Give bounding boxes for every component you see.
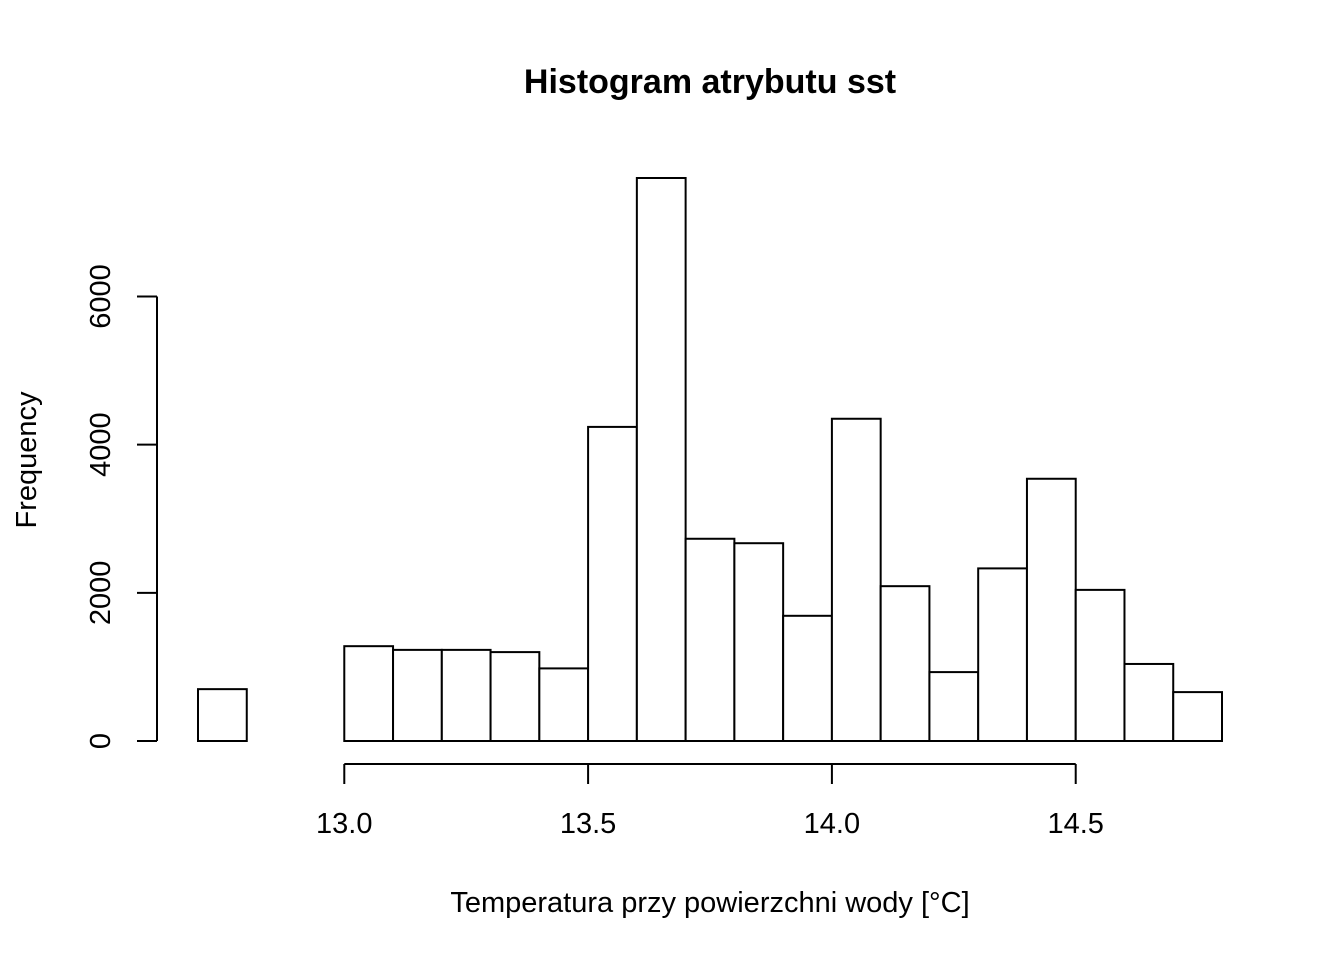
y-tick-label: 6000 bbox=[85, 264, 117, 329]
x-axis: 13.0 13.5 14.0 14.5 bbox=[316, 763, 1104, 840]
histogram-bar bbox=[1172, 691, 1223, 743]
y-tick-label: 0 bbox=[85, 733, 117, 749]
histogram-bar bbox=[587, 425, 638, 742]
histogram-bar bbox=[733, 542, 785, 743]
y-axis-label: Frequency bbox=[11, 391, 43, 529]
histogram-bar bbox=[1074, 588, 1126, 743]
bars-group bbox=[197, 177, 1223, 743]
x-tick-label: 14.0 bbox=[804, 808, 860, 840]
y-axis: 0 2000 4000 6000 bbox=[85, 264, 158, 749]
x-axis-label: Temperatura przy powierzchni wody [°C] bbox=[450, 887, 969, 919]
chart-title: Histogram atrybutu sst bbox=[524, 63, 896, 101]
y-tick-label: 2000 bbox=[85, 561, 117, 626]
histogram-bar bbox=[1123, 662, 1175, 742]
histogram-bar bbox=[928, 671, 980, 742]
histogram-bar bbox=[830, 417, 882, 742]
histogram-bar bbox=[879, 585, 931, 742]
histogram-bar bbox=[1025, 477, 1077, 742]
histogram-bar bbox=[684, 537, 736, 742]
y-tick-label: 4000 bbox=[85, 412, 117, 477]
histogram-bar bbox=[489, 651, 541, 743]
x-tick-label: 14.5 bbox=[1047, 808, 1103, 840]
histogram-bar bbox=[635, 177, 687, 742]
x-tick-label: 13.5 bbox=[560, 808, 616, 840]
histogram-bar bbox=[538, 667, 590, 743]
histogram-bar bbox=[392, 648, 443, 742]
histogram-bar bbox=[782, 614, 833, 742]
histogram-bar bbox=[197, 688, 248, 742]
x-tick-label: 13.0 bbox=[316, 808, 372, 840]
histogram-bar bbox=[343, 645, 395, 743]
histogram-bar bbox=[977, 567, 1028, 742]
histogram-bar bbox=[440, 648, 492, 742]
